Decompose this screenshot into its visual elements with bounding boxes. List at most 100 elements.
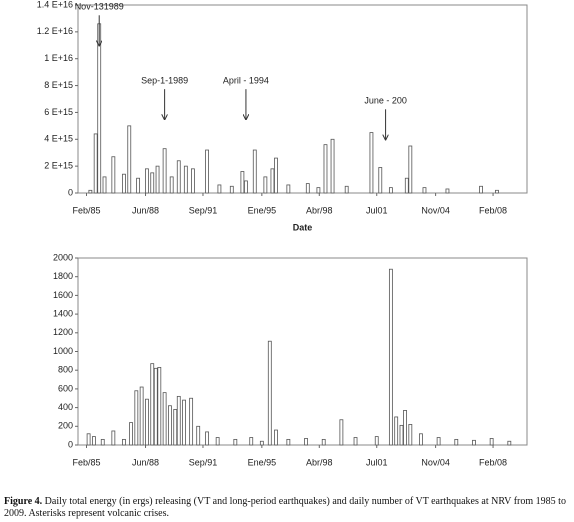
x-tick-label: Jul01	[366, 205, 388, 215]
x-tick-label: Ene/95	[248, 457, 277, 467]
y-tick-label: 600	[58, 383, 73, 393]
bar	[388, 268, 393, 446]
bar	[316, 187, 321, 194]
x-tick-label: Feb/85	[72, 457, 100, 467]
bar	[330, 138, 335, 194]
annotation: June - 200	[364, 96, 407, 106]
bar	[233, 438, 238, 446]
bar	[339, 419, 344, 446]
bar	[205, 431, 209, 446]
y-tick-label: 400	[58, 402, 73, 412]
y-tick-label: 0	[68, 187, 73, 197]
bar	[479, 185, 483, 194]
bar	[270, 168, 275, 194]
y-tick-label: 4 E+15	[44, 134, 73, 144]
bar	[176, 160, 181, 194]
bar	[134, 390, 139, 446]
bar	[205, 149, 209, 194]
bar	[157, 366, 162, 446]
bar	[102, 176, 107, 194]
caption: Figure 4. Daily total energy (in ergs) r…	[4, 496, 570, 520]
y-tick-label: 1.4 E+16	[37, 0, 73, 9]
y-tick-label: 200	[58, 421, 73, 431]
bar	[344, 185, 349, 194]
y-tick-label: 1800	[53, 271, 73, 281]
x-axis-title: Date	[293, 222, 313, 232]
bar	[217, 184, 222, 194]
bar	[150, 172, 155, 194]
bar	[388, 187, 393, 194]
bar	[173, 409, 178, 446]
bar	[196, 425, 201, 446]
bar	[122, 173, 126, 194]
bar	[155, 165, 160, 194]
y-tick-label: 1400	[53, 308, 73, 318]
bar	[321, 438, 326, 446]
bar	[93, 133, 98, 194]
bar	[145, 168, 149, 194]
caption-text: Daily total energy (in ergs) releasing (…	[4, 496, 566, 519]
y-tick-label: 800	[58, 365, 73, 375]
bar	[267, 340, 272, 446]
bar	[436, 437, 441, 446]
x-tick-label: Sep/91	[189, 205, 218, 215]
bar	[229, 185, 234, 194]
bar	[454, 438, 459, 446]
y-tick-label: 1 E+16	[44, 53, 73, 63]
annotation: April - 1994	[223, 76, 269, 86]
bar	[97, 23, 102, 194]
bar	[182, 399, 186, 446]
bar	[408, 424, 413, 446]
bar	[394, 416, 399, 446]
annotation: Nov-131989	[75, 2, 124, 12]
y-tick-label: 1.2 E+16	[37, 26, 73, 36]
x-tick-label: Nov/04	[421, 205, 450, 215]
y-tick-label: 1600	[53, 290, 73, 300]
bar	[145, 398, 149, 446]
y-tick-label: 6 E+15	[44, 107, 73, 117]
bar	[168, 405, 172, 446]
bar	[419, 433, 423, 446]
plot-frame	[77, 4, 528, 194]
bar	[127, 125, 132, 194]
bar	[274, 429, 278, 446]
y-tick-label: 1000	[53, 346, 73, 356]
x-tick-label: Feb/85	[72, 205, 100, 215]
bar	[369, 132, 374, 194]
bar	[111, 156, 116, 194]
bar	[86, 433, 91, 446]
x-tick-label: Ene/95	[248, 205, 277, 215]
y-tick-label: 2 E+15	[44, 161, 73, 171]
bar	[183, 165, 188, 194]
x-tick-label: Jun/88	[132, 205, 159, 215]
bar	[374, 436, 379, 446]
bar	[240, 171, 245, 194]
bar	[399, 424, 404, 446]
bar	[129, 422, 133, 446]
x-tick-label: Sep/91	[189, 457, 218, 467]
bar	[176, 395, 181, 446]
bar	[162, 148, 167, 194]
bar	[445, 188, 450, 194]
annotation: Sep-1-1989	[141, 76, 188, 86]
bar	[305, 183, 310, 194]
bar	[122, 438, 126, 446]
x-tick-label: Abr/98	[306, 205, 333, 215]
y-tick-label: 2000	[53, 252, 73, 262]
bar	[353, 437, 358, 446]
bar	[259, 440, 264, 446]
bar	[139, 386, 144, 446]
y-tick-label: 0	[68, 439, 73, 449]
x-tick-label: Abr/98	[306, 457, 333, 467]
bar	[274, 157, 278, 194]
caption-label: Figure 4.	[4, 496, 43, 507]
x-tick-label: Nov/04	[421, 457, 450, 467]
bar	[408, 145, 413, 194]
bar	[153, 367, 158, 446]
bar	[495, 189, 499, 194]
y-tick-label: 8 E+15	[44, 80, 73, 90]
bar	[136, 177, 141, 194]
bar	[507, 440, 512, 446]
bar	[191, 168, 195, 194]
x-tick-label: Feb/08	[479, 457, 507, 467]
